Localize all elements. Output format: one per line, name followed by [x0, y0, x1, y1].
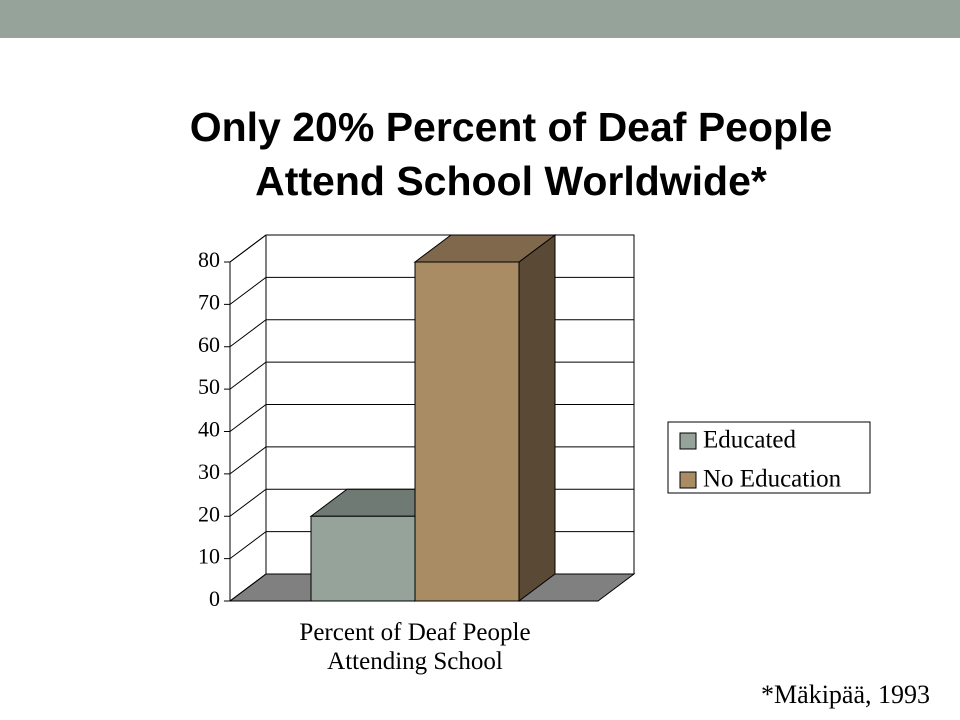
- y-tick-label: 10: [198, 544, 220, 569]
- y-tick-label: 70: [198, 289, 220, 314]
- bar: [310, 515, 416, 602]
- top-bar: [0, 0, 960, 38]
- source-note: *Mäkipää, 1993: [761, 680, 930, 709]
- legend-label: No Education: [703, 466, 842, 493]
- y-tick-label: 50: [198, 374, 220, 399]
- y-tick-label: 40: [198, 417, 220, 442]
- y-tick-label: 30: [198, 459, 220, 484]
- y-tick-label: 60: [198, 332, 220, 357]
- y-tick-label: 20: [198, 501, 220, 526]
- legend-swatch: [679, 432, 697, 450]
- legend-swatch: [679, 471, 697, 489]
- chart-title: Only 20% Percent of Deaf People Attend S…: [189, 104, 833, 204]
- bar-side: [518, 234, 556, 602]
- x-category-label: Percent of Deaf People Attending School: [299, 619, 531, 675]
- legend-label: Educated: [703, 427, 797, 454]
- y-tick-label: 0: [209, 586, 220, 611]
- bar: [414, 261, 520, 602]
- y-tick-label: 80: [198, 247, 220, 272]
- legend-box: [667, 421, 871, 494]
